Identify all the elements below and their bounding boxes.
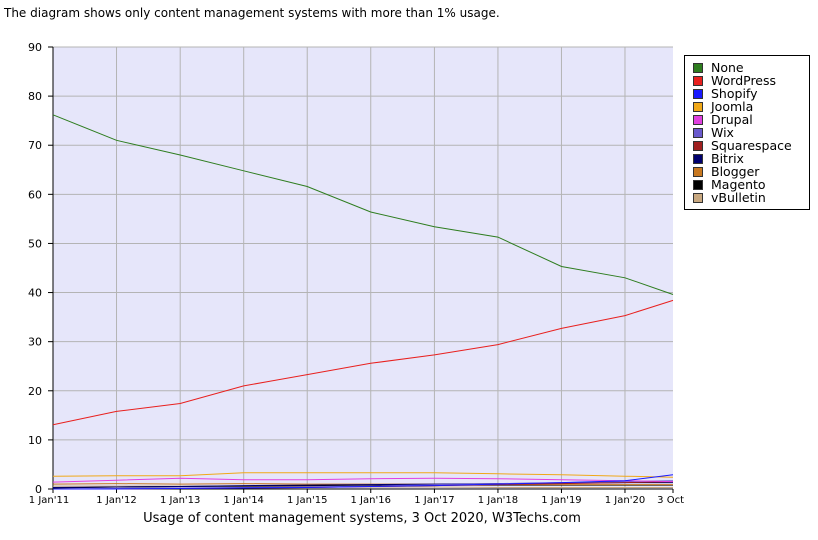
legend-item-wordpress: WordPress <box>693 74 809 87</box>
legend-label: WordPress <box>711 73 777 88</box>
legend-swatch <box>693 153 703 164</box>
legend-item-magento: Magento <box>693 178 809 191</box>
y-tick-label: 20 <box>28 385 42 398</box>
legend-swatch <box>693 75 703 86</box>
x-tick-label: 1 Jan'16 <box>351 495 391 506</box>
legend-item-bitrix: Bitrix <box>693 152 809 165</box>
legend-swatch <box>693 192 703 203</box>
x-tick-label: 1 Jan'12 <box>96 495 136 506</box>
legend-label: Shopify <box>711 86 758 101</box>
y-tick-label: 0 <box>35 483 42 496</box>
legend-item-drupal: Drupal <box>693 113 809 126</box>
legend-swatch <box>693 127 703 138</box>
x-tick-label: 1 Jan'20 <box>605 495 645 506</box>
series-line-none <box>52 114 674 295</box>
legend-item-vbulletin: vBulletin <box>693 191 809 204</box>
legend-label: Blogger <box>711 164 760 179</box>
legend-item-joomla: Joomla <box>693 100 809 113</box>
legend-item-squarespace: Squarespace <box>693 139 809 152</box>
legend-swatch <box>693 179 703 190</box>
legend-label: Squarespace <box>711 138 792 153</box>
axes: 0 10 20 30 40 50 60 70 80 90 1 Jan'11 1 Jan'12 1 Jan… <box>28 41 684 506</box>
y-tick-label: 60 <box>28 188 42 201</box>
legend-item-wix: Wix <box>693 126 809 139</box>
legend-swatch <box>693 62 703 73</box>
legend-item-none: None <box>693 61 809 74</box>
intro-text: The diagram shows only content managemen… <box>4 6 500 20</box>
legend-label: None <box>711 60 744 75</box>
legend-label: Wix <box>711 125 734 140</box>
grid <box>53 46 673 489</box>
legend-label: Joomla <box>711 99 754 114</box>
x-tick-label: 1 Jan'15 <box>287 495 327 506</box>
plot-area <box>53 47 673 489</box>
series-line-shopify <box>53 474 674 490</box>
y-tick-label: 90 <box>28 41 42 54</box>
y-tick-label: 30 <box>28 336 42 349</box>
legend-item-shopify: Shopify <box>693 87 809 100</box>
y-tick-label: 70 <box>28 139 42 152</box>
y-tick-label: 10 <box>28 434 42 447</box>
x-tick-label: 1 Jan'13 <box>160 495 200 506</box>
x-tick-label: 3 Oct <box>657 495 684 506</box>
legend: None WordPress Shopify Joomla Drupal Wix Squar… <box>684 55 810 210</box>
series-lines <box>52 114 674 490</box>
series-line-drupal <box>52 477 674 483</box>
legend-label: Bitrix <box>711 151 744 166</box>
x-tick-label: 1 Jan'17 <box>414 495 454 506</box>
legend-label: Drupal <box>711 112 753 127</box>
chart-caption: Usage of content management systems, 3 O… <box>143 511 581 526</box>
y-tick-label: 80 <box>28 90 42 103</box>
legend-swatch <box>693 166 703 177</box>
legend-label: Magento <box>711 177 766 192</box>
legend-label: vBulletin <box>711 190 766 205</box>
legend-item-blogger: Blogger <box>693 165 809 178</box>
legend-swatch <box>693 101 703 112</box>
legend-swatch <box>693 114 703 125</box>
y-tick-label: 50 <box>28 237 42 250</box>
legend-swatch <box>693 140 703 151</box>
x-tick-label: 1 Jan'11 <box>29 495 69 506</box>
series-line-wordpress <box>52 299 674 426</box>
legend-swatch <box>693 88 703 99</box>
x-tick-label: 1 Jan'18 <box>478 495 518 506</box>
series-line-joomla <box>52 472 674 478</box>
y-tick-label: 40 <box>28 287 42 300</box>
x-tick-label: 1 Jan'14 <box>223 495 263 506</box>
x-tick-label: 1 Jan'19 <box>541 495 581 506</box>
